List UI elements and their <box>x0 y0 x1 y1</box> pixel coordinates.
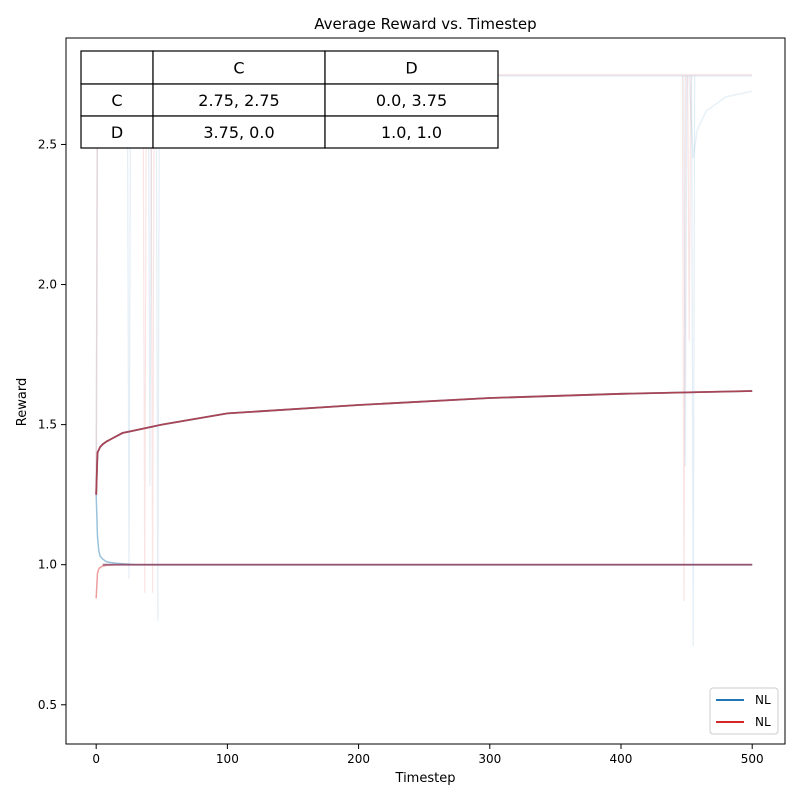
faint-dip-trace <box>690 75 696 646</box>
y-tick-label: 0.5 <box>38 698 57 712</box>
faint-dip-trace <box>687 75 692 341</box>
y-axis-label: Reward <box>15 378 30 426</box>
x-tick-label: 500 <box>741 752 764 766</box>
table-cell <box>324 115 499 149</box>
y-tick-label: 1.5 <box>38 418 57 432</box>
table-cell <box>324 50 499 85</box>
faint-dip-trace <box>683 75 688 467</box>
table-cell-text: D <box>111 123 123 142</box>
series-line-1 <box>95 390 753 495</box>
legend-label: NL <box>755 715 771 729</box>
faint-dip-trace <box>147 75 153 487</box>
table-cell <box>324 83 499 117</box>
table-cell <box>152 50 326 85</box>
faint-dip-trace <box>142 75 147 593</box>
x-tick-label: 300 <box>478 752 501 766</box>
table-cell-text: C <box>233 59 244 78</box>
x-tick-label: 200 <box>347 752 370 766</box>
x-tick-label: 100 <box>216 752 239 766</box>
x-axis-label: Timestep <box>395 771 456 786</box>
table-cell <box>152 115 326 149</box>
axes: 0 100 200 300 400 500 0.5 1.0 1.5 2.0 2.5 <box>38 37 786 766</box>
x-tick-label: 0 <box>92 752 100 766</box>
table-cell <box>152 83 326 117</box>
faint-recovery-trace <box>688 75 753 159</box>
y-tick-label: 2.5 <box>38 137 57 151</box>
faint-dip-trace <box>681 75 687 602</box>
y-tick-label: 1.0 <box>38 558 57 572</box>
table-cell-text: 2.75, 2.75 <box>198 91 279 110</box>
axes-frame <box>65 37 786 745</box>
table-cell-text: 1.0, 1.0 <box>381 123 442 142</box>
faint-dip-trace <box>155 75 161 621</box>
table-cell-text: 3.75, 0.0 <box>203 123 274 142</box>
legend: NL NL <box>709 687 779 735</box>
table-cell <box>80 50 154 85</box>
faint-dip-trace <box>150 75 155 593</box>
x-tick-label: 400 <box>610 752 633 766</box>
table-cell-text: C <box>111 91 122 110</box>
table-cell-text: D <box>405 59 417 78</box>
legend-label: NL <box>755 693 771 707</box>
y-tick-label: 2.0 <box>38 278 57 292</box>
table-cell <box>80 83 154 117</box>
faint-dip-trace <box>126 75 132 579</box>
chart-title: Average Reward vs. Timestep <box>314 15 536 33</box>
payoff-table: C DC 2.75, 2.75 0.0, 3.75D 3.75, 0.0 1.0, 1.0 <box>80 50 499 149</box>
table-cell-text: 0.0, 3.75 <box>376 91 447 110</box>
